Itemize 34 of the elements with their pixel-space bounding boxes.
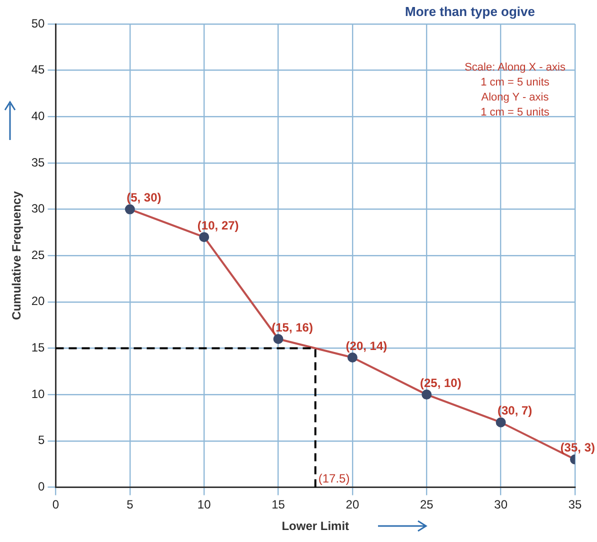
annotation: Scale: Along X - axis xyxy=(464,62,566,74)
data-label: (35, 3) xyxy=(560,440,596,455)
x-tick-label: 35 xyxy=(568,498,582,512)
x-tick-label: 15 xyxy=(272,498,286,512)
data-label: (20, 14) xyxy=(346,338,388,353)
y-tick-label: 45 xyxy=(31,62,46,77)
x-tick-label: 10 xyxy=(197,498,212,512)
y-tick-label: 25 xyxy=(31,248,46,262)
x-tick-label: 20 xyxy=(346,498,360,512)
ref-line-label: (17.5) xyxy=(318,472,350,486)
data-label: (10, 27) xyxy=(197,218,239,232)
data-label: (5, 30) xyxy=(126,190,162,205)
chart-title: More than type ogive xyxy=(404,4,536,20)
x-tick-label: 0 xyxy=(52,498,60,512)
y-axis-title: Cumulative Frequency xyxy=(10,190,24,320)
data-label: (15, 16) xyxy=(272,320,313,334)
y-tick-label: 10 xyxy=(31,386,46,401)
y-tick-label: 50 xyxy=(31,16,46,30)
y-tick-label: 5 xyxy=(38,433,46,448)
x-tick-label: 25 xyxy=(420,498,434,512)
y-tick-label: 0 xyxy=(38,480,46,494)
annotation: 1 cm = 5 units xyxy=(480,76,550,89)
x-tick-label: 30 xyxy=(494,498,508,512)
annotation: 1 cm = 5 units xyxy=(480,106,550,119)
data-label: (30, 7) xyxy=(497,404,532,418)
y-tick-label: 20 xyxy=(31,294,46,308)
annotation: Along Y - axis xyxy=(481,92,550,104)
y-tick-label: 35 xyxy=(31,155,46,170)
data-label: (25, 10) xyxy=(420,376,462,390)
y-tick-label: 15 xyxy=(31,340,46,355)
y-tick-label: 40 xyxy=(31,108,46,123)
x-axis-title: Lower Limit xyxy=(282,519,350,534)
x-tick-label: 5 xyxy=(126,498,134,512)
y-tick-label: 30 xyxy=(31,202,46,216)
